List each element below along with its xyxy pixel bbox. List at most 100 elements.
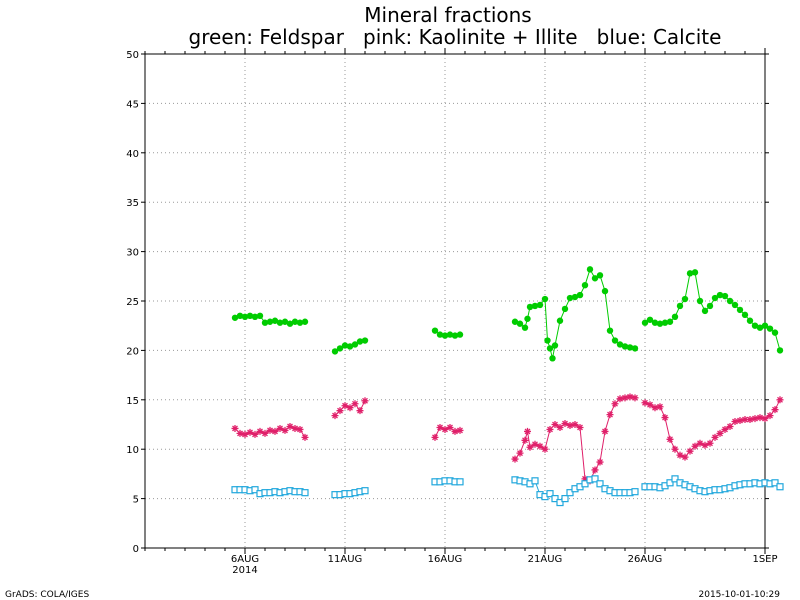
data-point — [511, 318, 519, 325]
data-point — [271, 317, 279, 324]
data-point — [776, 396, 784, 404]
data-point — [361, 487, 369, 495]
data-point — [611, 337, 619, 344]
data-point — [456, 331, 464, 338]
data-point — [591, 275, 599, 282]
data-point — [661, 414, 669, 422]
data-point — [686, 447, 694, 455]
data-point — [716, 291, 724, 299]
y-tick-label: 25 — [126, 297, 139, 308]
data-point — [351, 400, 359, 408]
data-point — [286, 320, 294, 327]
data-point — [731, 418, 739, 426]
data-point — [756, 414, 764, 422]
data-point — [616, 395, 624, 403]
data-point — [356, 338, 364, 345]
data-point — [641, 399, 649, 407]
data-point — [446, 423, 454, 431]
data-point — [711, 294, 719, 302]
data-point — [701, 441, 709, 449]
data-point — [531, 477, 539, 485]
data-point — [356, 407, 364, 415]
data-point — [586, 266, 594, 273]
data-point — [746, 317, 754, 324]
data-point — [646, 401, 654, 409]
data-point — [566, 489, 574, 497]
data-point — [544, 337, 551, 344]
data-point — [266, 426, 274, 434]
data-point — [276, 424, 284, 432]
data-point — [771, 406, 779, 414]
data-point — [771, 479, 779, 487]
data-point — [666, 435, 674, 443]
data-point — [656, 403, 664, 411]
y-tick-label: 20 — [126, 346, 139, 357]
series-line — [514, 396, 636, 482]
data-point — [556, 498, 564, 507]
data-point — [776, 347, 784, 354]
data-point — [441, 425, 449, 433]
data-point — [631, 394, 639, 402]
data-point — [561, 495, 569, 503]
data-point — [291, 424, 299, 432]
y-tick-label: 45 — [126, 99, 139, 110]
data-point — [361, 397, 369, 405]
data-point — [566, 421, 574, 429]
data-point — [691, 442, 699, 450]
footer-credit: GrADS: COLA/IGES — [5, 590, 89, 600]
data-point — [336, 345, 344, 352]
data-point — [281, 318, 289, 325]
data-point — [521, 324, 529, 331]
data-point — [631, 345, 639, 352]
data-point — [251, 430, 259, 438]
data-point — [266, 318, 274, 325]
series-kaolinite-illite — [231, 393, 784, 485]
data-point — [261, 429, 269, 437]
x-tick-label: 6AUG — [231, 554, 259, 565]
y-tick-label: 35 — [126, 198, 139, 209]
data-point — [286, 422, 294, 430]
data-point — [536, 442, 544, 450]
data-point — [521, 436, 529, 444]
data-point — [524, 427, 531, 435]
data-point — [571, 421, 579, 428]
y-tick-label: 50 — [126, 50, 139, 61]
data-point — [741, 416, 749, 424]
data-point — [761, 322, 769, 329]
y-tick-label: 0 — [133, 544, 139, 555]
data-point — [301, 433, 309, 441]
y-tick-label: 10 — [126, 445, 139, 456]
data-point — [646, 316, 654, 323]
data-point — [456, 426, 464, 434]
data-point — [531, 440, 539, 448]
data-point — [301, 318, 309, 325]
data-point — [531, 302, 539, 310]
chart-title: Mineral fractions — [364, 3, 531, 27]
data-point — [551, 421, 559, 428]
data-point — [696, 439, 704, 447]
data-point — [341, 402, 349, 410]
data-point — [351, 341, 359, 348]
data-point — [431, 433, 439, 441]
data-point — [721, 292, 729, 300]
data-point — [246, 312, 254, 320]
data-point — [436, 331, 444, 338]
data-point — [766, 325, 774, 332]
data-point — [596, 272, 604, 279]
data-point — [696, 297, 704, 305]
data-point — [231, 314, 239, 321]
data-point — [546, 425, 554, 433]
data-point — [236, 312, 244, 320]
data-point — [456, 478, 464, 486]
data-point — [436, 423, 444, 431]
data-point — [301, 489, 309, 497]
data-point — [251, 313, 259, 321]
data-point — [256, 427, 264, 435]
data-point — [601, 427, 609, 435]
series-feldspar — [231, 266, 784, 362]
data-point — [621, 394, 629, 402]
x-tick-label: 11AUG — [328, 554, 363, 565]
data-point — [631, 488, 639, 496]
data-point — [601, 287, 609, 295]
